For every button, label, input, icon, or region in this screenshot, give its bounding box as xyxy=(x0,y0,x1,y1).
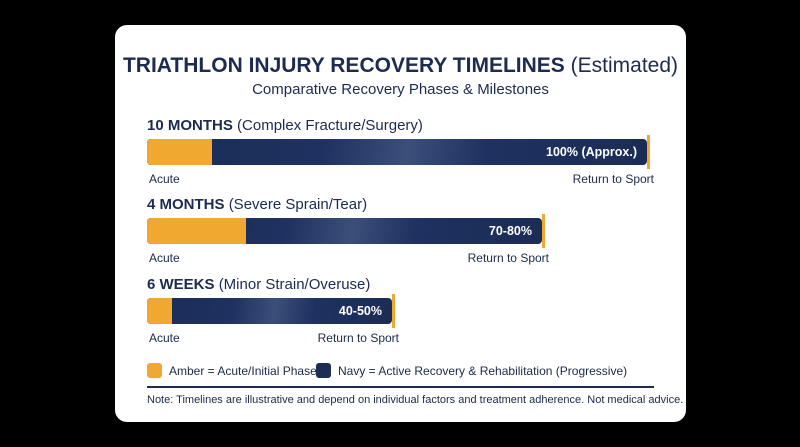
timeline-duration: 4 MONTHS xyxy=(147,196,225,213)
return-to-sport-marker xyxy=(392,294,395,328)
legend-swatch-acute xyxy=(147,363,162,378)
return-to-sport-marker xyxy=(542,214,545,248)
divider xyxy=(147,386,654,388)
bar-percent-label: 70-80% xyxy=(488,224,532,238)
timeline-duration: 6 WEEKS xyxy=(147,276,215,293)
timeline-bar: 100% (Approx.) xyxy=(147,139,647,165)
timeline-bar: 40-50% xyxy=(147,298,392,324)
return-to-sport-marker xyxy=(647,135,650,169)
timeline-injury: (Complex Fracture/Surgery) xyxy=(237,117,423,134)
acute-label: Acute xyxy=(149,331,180,345)
return-to-sport-label: Return to Sport xyxy=(317,331,399,345)
legend-swatch-navy xyxy=(316,363,331,378)
timeline-heading-2: 6 WEEKS (Minor Strain/Overuse) xyxy=(147,276,370,294)
return-to-sport-label: Return to Sport xyxy=(467,251,549,265)
acute-label: Acute xyxy=(149,251,180,265)
timeline-injury: (Severe Sprain/Tear) xyxy=(228,196,368,213)
chart-title-bold: TRIATHLON INJURY RECOVERY TIMELINES xyxy=(122,54,565,77)
chart-subtitle: Comparative Recovery Phases & Milestones xyxy=(252,81,549,98)
chart-title-rest: (Estimated) xyxy=(570,54,679,77)
acute-segment xyxy=(147,218,246,244)
timeline-duration: 10 MONTHS xyxy=(147,117,233,134)
legend-text-acute: Amber = Acute/Initial Phase xyxy=(169,364,317,378)
acute-label: Acute xyxy=(149,172,180,186)
timeline-heading-0: 10 MONTHS (Complex Fracture/Surgery) xyxy=(147,117,423,135)
disclaimer-note: Note: Timelines are illustrative and dep… xyxy=(147,394,684,406)
bar-percent-label: 100% (Approx.) xyxy=(546,145,637,159)
timeline-heading-1: 4 MONTHS (Severe Sprain/Tear) xyxy=(147,196,367,214)
legend-text-navy: Navy = Active Recovery & Rehabilitation … xyxy=(338,364,628,378)
chart-title: TRIATHLON INJURY RECOVERY TIMELINES (Est… xyxy=(115,53,686,79)
return-to-sport-label: Return to Sport xyxy=(572,172,654,186)
acute-segment xyxy=(147,298,172,324)
chart-card: TRIATHLON INJURY RECOVERY TIMELINES (Est… xyxy=(115,25,686,422)
bar-percent-label: 40-50% xyxy=(338,304,382,318)
timeline-injury: (Minor Strain/Overuse) xyxy=(218,276,371,293)
acute-segment xyxy=(147,139,212,165)
timeline-bar: 70-80% xyxy=(147,218,542,244)
